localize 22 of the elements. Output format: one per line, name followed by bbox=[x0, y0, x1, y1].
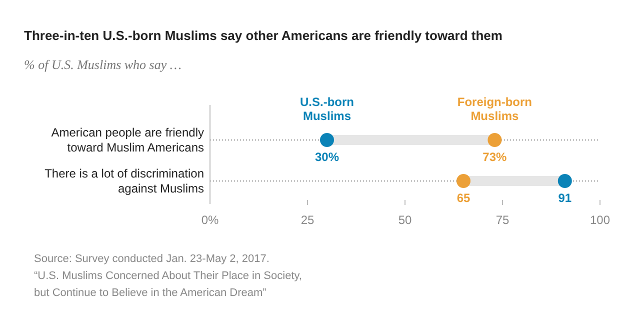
y-tick-label: American people are friendly toward Muslim Americans bbox=[51, 126, 204, 154]
text: but Continue to Believe in the American Dream” bbox=[34, 287, 267, 299]
data-label: 73% bbox=[482, 150, 508, 164]
point bbox=[488, 133, 502, 147]
data-label: 65 bbox=[456, 191, 470, 205]
chart-title: Three-in-ten U.S.-born Muslims say other Americans are friendly toward them bbox=[24, 28, 502, 43]
text: % of U.S. Muslims who say … bbox=[24, 57, 182, 72]
x-tick-label: 0% bbox=[201, 213, 219, 227]
data-label: 30% bbox=[314, 150, 340, 164]
x-tick-label: 50 bbox=[398, 213, 412, 227]
data-label: 91 bbox=[558, 191, 572, 205]
point bbox=[320, 133, 334, 147]
x-tick-label: 25 bbox=[300, 213, 314, 227]
point bbox=[558, 174, 572, 188]
text: “U.S. Muslims Concerned About Their Place in Society, bbox=[34, 270, 302, 282]
x-tick-label: 100 bbox=[590, 213, 610, 227]
point bbox=[456, 174, 470, 188]
y-tick-label: There is a lot of discrimination against Muslims bbox=[44, 166, 204, 196]
text: U.S.-born Muslims bbox=[300, 95, 354, 123]
source-note: Source: Survey conducted Jan. 23-May 2, 2017. bbox=[34, 253, 270, 265]
x-tick-label: 75 bbox=[496, 213, 510, 227]
text: Foreign-born Muslims bbox=[457, 95, 532, 123]
